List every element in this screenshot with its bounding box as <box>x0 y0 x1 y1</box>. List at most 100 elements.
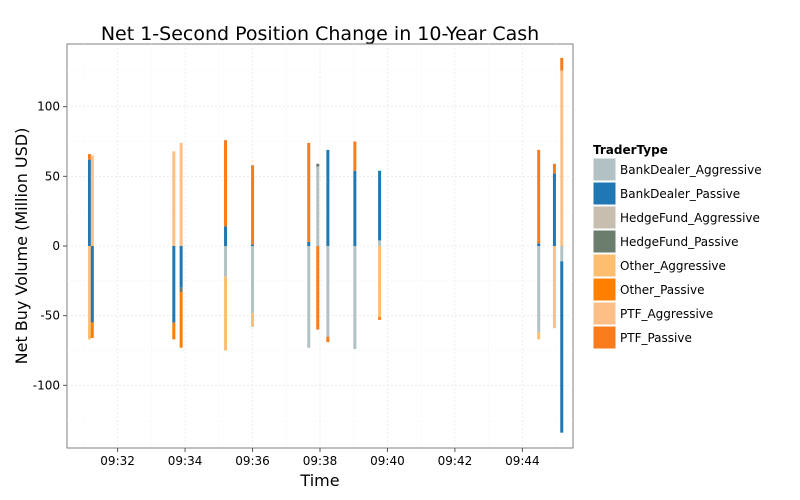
bar-segment <box>353 246 357 350</box>
legend-entry: PTF_Aggressive <box>592 301 713 326</box>
bar-segment <box>87 246 91 326</box>
bar-segment <box>537 243 541 246</box>
legend-label: PTF_Aggressive <box>620 307 713 321</box>
legend-swatch <box>592 229 617 254</box>
bar-segment <box>537 332 541 340</box>
bar-segment <box>552 173 556 246</box>
bar-segment <box>90 155 94 246</box>
bar-stack <box>560 57 564 433</box>
bar-segment <box>172 246 176 323</box>
y-tick-label: 100 <box>37 100 60 114</box>
bar-segment <box>251 244 255 246</box>
bar-stack <box>316 163 320 330</box>
bar-segment <box>307 142 311 242</box>
legend-swatch <box>592 301 617 326</box>
bar-stack <box>224 140 228 351</box>
legend-label: BankDealer_Aggressive <box>620 163 762 177</box>
bar-segment <box>87 159 91 246</box>
bar-segment <box>378 170 382 241</box>
bar-stack <box>172 151 176 340</box>
bar-segment <box>307 246 311 348</box>
x-tick-label: 09:32 <box>100 454 135 468</box>
bar-segment <box>87 154 91 160</box>
legend-label: PTF_Passive <box>620 331 692 345</box>
bar-segment <box>179 246 183 288</box>
x-tick-label: 09:36 <box>235 454 270 468</box>
legend-entry: HedgeFund_Aggressive <box>592 205 760 230</box>
x-axis-ticks: 09:32 09:34 09:36 09:38 09:40 09:42 09:44 <box>100 448 540 468</box>
legend-entry: Other_Passive <box>592 277 704 302</box>
bar-stack <box>307 142 311 348</box>
y-tick-label: 50 <box>45 169 60 183</box>
bar-segment <box>172 151 176 246</box>
bar-segment <box>560 70 564 246</box>
legend-swatch <box>592 181 617 206</box>
x-tick-label: 09:38 <box>303 454 338 468</box>
legend-entries: BankDealer_Aggressive BankDealer_Passive H… <box>592 157 762 350</box>
legend-swatch <box>592 325 617 350</box>
bar-segment <box>87 325 91 340</box>
bar-segment <box>224 276 228 351</box>
bar-segment <box>224 226 228 246</box>
bar-segment <box>251 246 255 313</box>
legend-swatch <box>592 157 617 182</box>
bar-segment <box>378 317 382 320</box>
legend: TraderType BankDealer_AggressiveBankDeal… <box>592 143 762 350</box>
y-axis-ticks: 100 50 0 -50 -100 <box>33 100 67 392</box>
bar-segment <box>251 165 255 245</box>
bar-segment <box>179 291 183 348</box>
bar-stack <box>326 149 330 343</box>
legend-entry: HedgeFund_Passive <box>592 229 738 254</box>
legend-label: Other_Passive <box>620 283 704 297</box>
bar-segment <box>560 57 564 71</box>
chart-title: Net 1-Second Position Change in 10-Year … <box>101 23 539 45</box>
bar-segment <box>179 287 183 292</box>
bar-segment <box>316 166 320 246</box>
bar-segment <box>353 141 357 171</box>
bars <box>87 57 564 433</box>
bar-stack <box>90 155 94 338</box>
bar-segment <box>378 246 382 318</box>
legend-entry: BankDealer_Passive <box>592 181 740 206</box>
x-axis-title: Time <box>299 471 339 490</box>
bar-segment <box>316 246 320 330</box>
legend-entry: BankDealer_Aggressive <box>592 157 762 182</box>
x-tick-label: 09:40 <box>370 454 405 468</box>
legend-title: TraderType <box>593 143 668 157</box>
bar-stack <box>552 163 556 329</box>
bar-stack <box>353 141 357 350</box>
bar-segment <box>560 246 564 262</box>
y-axis-title: Net Buy Volume (Million USD) <box>12 128 31 365</box>
y-tick-label: 0 <box>52 239 60 253</box>
legend-swatch <box>592 277 617 302</box>
bar-stack <box>251 165 255 327</box>
legend-label: HedgeFund_Aggressive <box>620 211 760 225</box>
x-tick-label: 09:44 <box>505 454 540 468</box>
bar-segment <box>316 163 320 167</box>
legend-entry: Other_Aggressive <box>592 253 726 278</box>
bar-segment <box>179 142 183 246</box>
x-tick-label: 09:34 <box>168 454 203 468</box>
bar-segment <box>224 246 228 277</box>
bar-segment <box>307 241 311 246</box>
legend-swatch <box>592 205 617 230</box>
legend-label: Other_Aggressive <box>620 259 726 273</box>
y-tick-label: -50 <box>40 309 60 323</box>
bar-stack <box>179 142 183 348</box>
legend-label: HedgeFund_Passive <box>620 235 738 249</box>
bar-stack <box>378 170 382 320</box>
bar-segment <box>90 322 94 338</box>
bar-segment <box>353 170 357 246</box>
y-tick-label: -100 <box>33 378 60 392</box>
bar-segment <box>326 336 330 343</box>
x-tick-label: 09:42 <box>438 454 473 468</box>
grid-lines <box>67 44 573 448</box>
bar-segment <box>552 246 556 329</box>
bar-segment <box>326 149 330 246</box>
bar-segment <box>90 246 94 323</box>
legend-label: BankDealer_Passive <box>620 187 740 201</box>
bar-segment <box>552 163 556 174</box>
bar-stack <box>537 149 541 340</box>
